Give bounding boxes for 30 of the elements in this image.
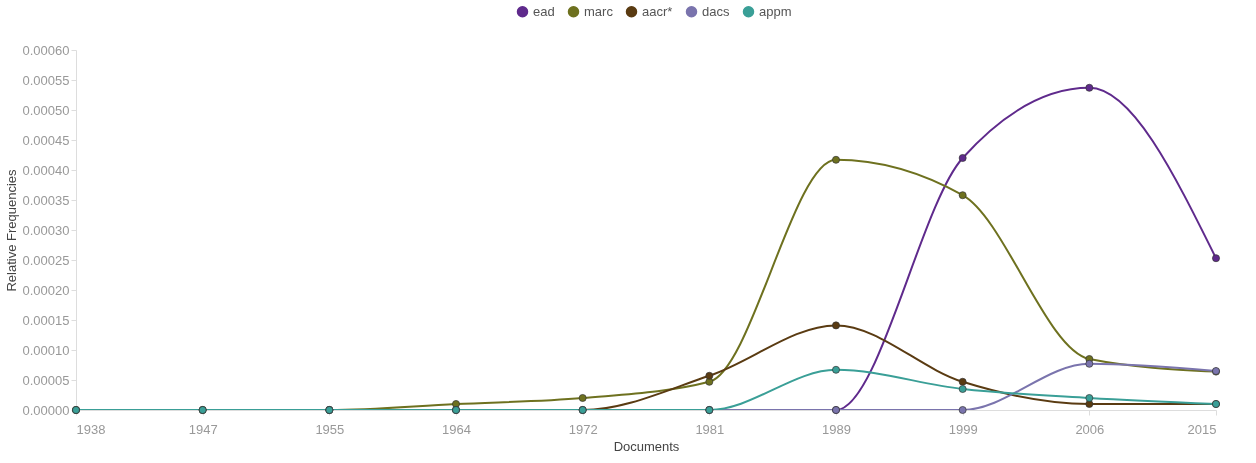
y-tick-label: 0.00040: [22, 162, 70, 178]
x-tick-label: 2006: [1075, 421, 1105, 437]
x-axis-title: Documents: [613, 438, 680, 454]
y-tick-label: 0.00015: [22, 312, 70, 328]
y-tick-label: 0.00060: [22, 42, 70, 58]
x-tick-label: 1964: [442, 421, 471, 437]
legend-label: dacs: [702, 3, 730, 19]
x-tick-label: 1972: [568, 421, 598, 437]
y-tick-label: 0.00005: [22, 372, 70, 388]
y-tick-label: 0.00050: [22, 102, 70, 118]
y-tick-label: 0.00030: [22, 222, 70, 238]
x-tick-label: 2015: [1187, 421, 1217, 437]
x-tick-label: 1981: [695, 421, 725, 437]
x-tick-label: 1938: [76, 421, 106, 437]
y-tick-label: 0.00025: [22, 252, 70, 268]
x-tick-label: 1955: [315, 421, 345, 437]
x-tick-label: 1999: [948, 421, 978, 437]
legend-label: appm: [759, 3, 792, 19]
y-tick-label: 0.00035: [22, 192, 70, 208]
x-tick-label: 1989: [822, 421, 851, 437]
x-tick-label: 1947: [188, 421, 218, 437]
legend-label: marc: [584, 3, 614, 19]
y-tick-label: 0.00020: [22, 282, 70, 298]
y-tick-label: 0.00055: [22, 72, 70, 88]
legend-label: aacr*: [642, 3, 673, 19]
y-axis-title: Relative Frequencies: [3, 168, 19, 292]
y-tick-label: 0.00000: [22, 402, 70, 418]
legend-label: ead: [533, 3, 555, 19]
y-tick-label: 0.00010: [22, 342, 70, 358]
y-tick-label: 0.00045: [22, 132, 70, 148]
